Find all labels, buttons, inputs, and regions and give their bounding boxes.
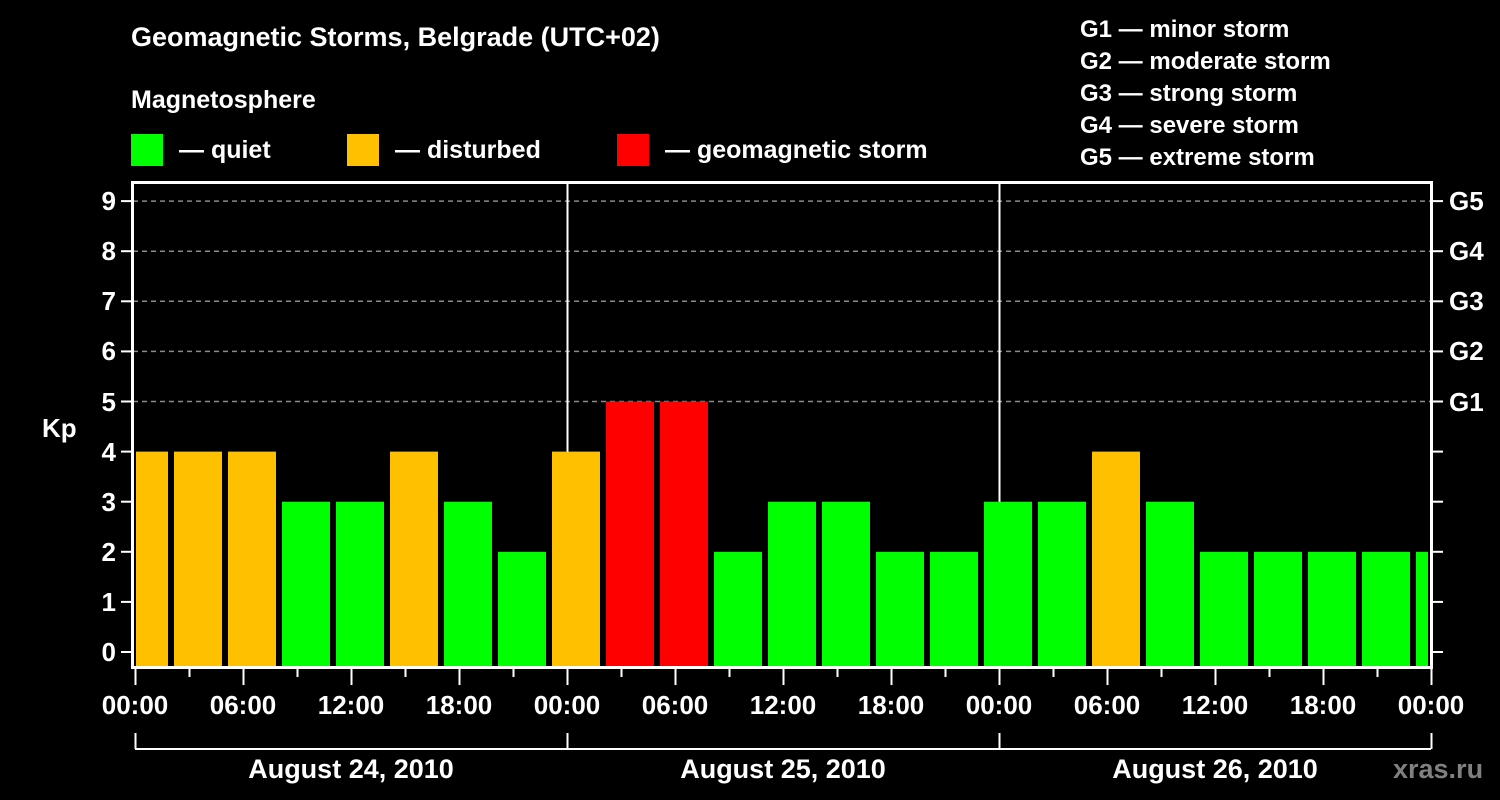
g-scale-label: G5 [1449,186,1484,217]
y-tick-label: 6 [101,336,116,367]
x-tick-label: 00:00 [533,690,601,720]
g-scale-label: G3 [1449,286,1484,317]
x-tick-label: 00:00 [965,690,1033,720]
kp-bar [390,451,438,667]
date-label: August 24, 2010 [248,754,454,784]
kp-bar [660,401,708,667]
x-tick-label: 18:00 [1289,690,1357,720]
g-scale-label: G2 [1449,336,1484,367]
y-tick-label: 8 [101,236,116,267]
y-axis-label: Kp [42,413,77,443]
x-tick-label: 18:00 [857,690,925,720]
x-tick-label: 12:00 [1181,690,1249,720]
kp-bar [876,551,924,667]
legend-swatch-storm [617,134,649,166]
x-tick-label: 18:00 [425,690,493,720]
kp-bar [1254,551,1302,667]
g-scale-label: G1 [1449,386,1484,417]
kp-bar [768,501,816,667]
kp-bar [228,451,276,667]
kp-bar [1092,451,1140,667]
chart-subtitle: Magnetosphere [131,86,316,114]
y-tick-label: 9 [101,186,116,217]
storm-scale-g5: G5 — extreme storm [1080,144,1315,171]
legend-swatch-disturbed [347,134,379,166]
storm-scale-g3: G3 — strong storm [1080,80,1298,107]
x-tick-label: 00:00 [1397,690,1465,720]
legend-swatch-quiet [131,134,163,166]
storm-scale-g4: G4 — severe storm [1080,112,1299,139]
y-tick-label: 7 [101,286,116,317]
storm-scale-g2: G2 — moderate storm [1080,48,1331,75]
g-scale-label: G4 [1449,236,1484,267]
kp-bar [174,451,222,667]
storm-scale-g1: G1 — minor storm [1080,16,1290,43]
watermark: xras.ru [1393,754,1484,784]
kp-bar [336,501,384,667]
y-tick-label: 4 [101,436,116,467]
y-tick-label: 0 [101,637,116,667]
x-tick-label: 06:00 [1073,690,1141,720]
x-tick-label: 06:00 [641,690,709,720]
legend-label: — geomagnetic storm [665,135,928,164]
plot-border [131,181,1433,669]
chart-title: Geomagnetic Storms, Belgrade (UTC+02) [131,22,660,52]
x-tick-label: 12:00 [749,690,817,720]
y-tick-label: 5 [101,386,116,417]
kp-bar [1146,501,1194,667]
date-label: August 26, 2010 [1112,754,1318,784]
x-tick-label: 06:00 [209,690,277,720]
kp-bar [282,501,330,667]
kp-bar [1362,551,1410,667]
y-tick-label: 2 [101,536,116,567]
legend-label: — quiet [179,135,271,164]
kp-bar [714,551,762,667]
kp-bar [552,451,600,667]
kp-bar [1416,551,1428,667]
legend-label: — disturbed [395,135,541,164]
kp-bar [136,451,168,667]
kp-bar [1038,501,1086,667]
kp-bar [1308,551,1356,667]
x-tick-label: 00:00 [101,690,169,720]
storm-scale-legend: G1 — minor storm G2 — moderate storm G3 … [1080,14,1331,174]
kp-bar [498,551,546,667]
kp-bar [930,551,978,667]
kp-bar [444,501,492,667]
kp-bar [606,401,654,667]
y-tick-label: 1 [101,586,116,617]
legend-storm: — geomagnetic storm [617,134,928,166]
kp-bar [822,501,870,667]
kp-bar [1200,551,1248,667]
legend-disturbed: — disturbed [347,134,541,166]
y-tick-label: 3 [101,486,116,517]
date-label: August 25, 2010 [680,754,886,784]
kp-bar [984,501,1032,667]
x-tick-label: 12:00 [317,690,385,720]
legend-quiet: — quiet [131,134,271,166]
